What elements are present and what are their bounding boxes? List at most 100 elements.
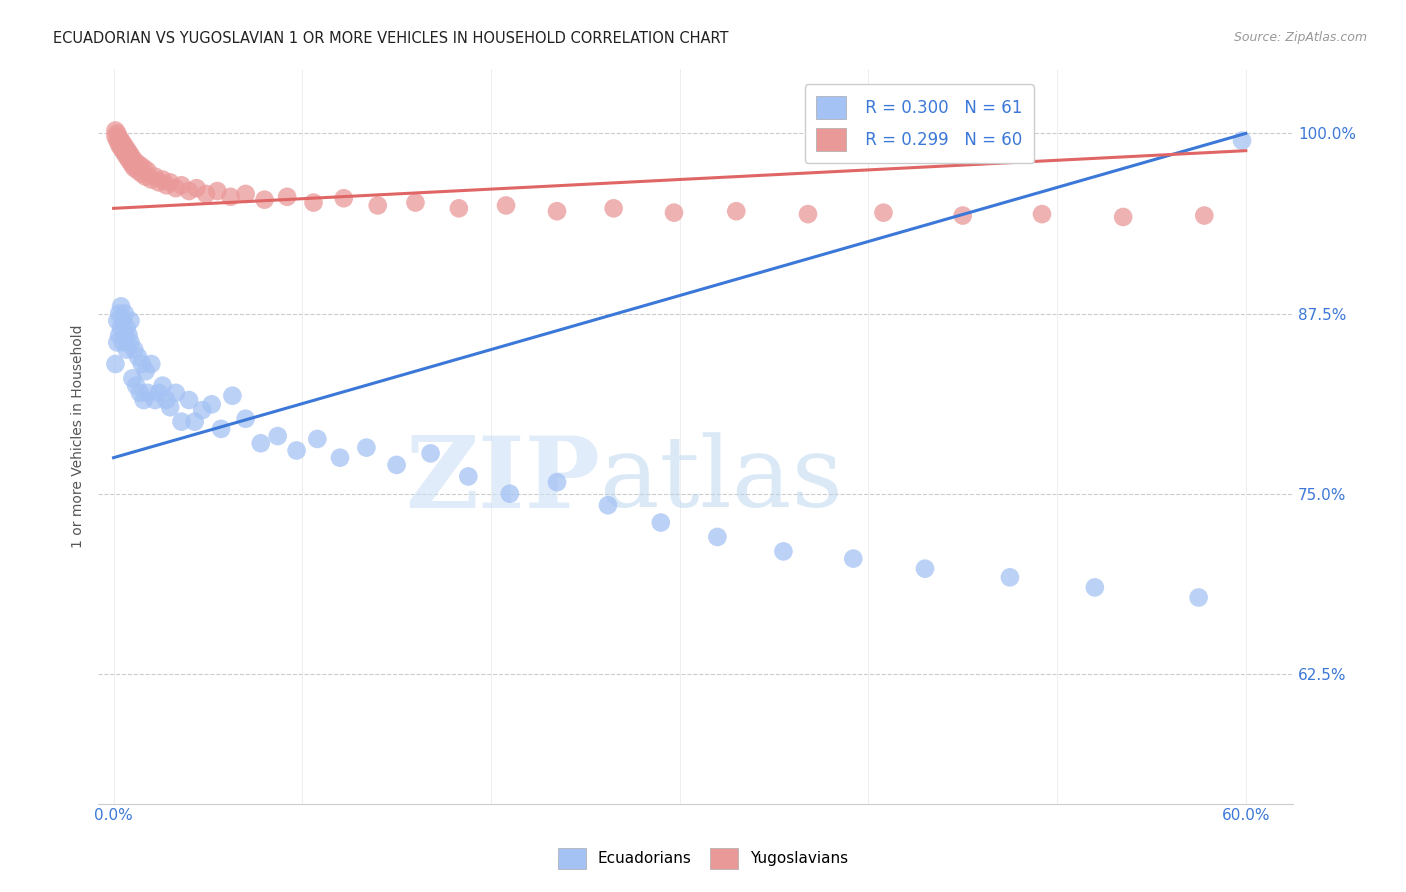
Point	[111, 335, 134, 350]
Point	[115, 343, 138, 357]
Point	[121, 371, 143, 385]
Point	[367, 198, 389, 212]
Point	[114, 307, 136, 321]
Point	[131, 167, 153, 181]
Point	[120, 148, 142, 162]
Point	[253, 193, 276, 207]
Point	[356, 441, 378, 455]
Text: atlas: atlas	[600, 433, 844, 528]
Point	[276, 190, 298, 204]
Point	[307, 432, 329, 446]
Point	[1112, 210, 1135, 224]
Point	[706, 530, 728, 544]
Point	[136, 164, 159, 178]
Point	[125, 155, 148, 169]
Point	[596, 498, 619, 512]
Point	[136, 385, 159, 400]
Point	[952, 209, 974, 223]
Point	[457, 469, 479, 483]
Point	[385, 458, 408, 472]
Point	[152, 172, 174, 186]
Point	[129, 385, 152, 400]
Point	[148, 175, 170, 189]
Point	[170, 415, 193, 429]
Point	[104, 129, 127, 144]
Point	[1084, 581, 1107, 595]
Point	[914, 562, 936, 576]
Point	[302, 195, 325, 210]
Point	[108, 137, 131, 152]
Point	[842, 551, 865, 566]
Point	[662, 205, 685, 219]
Point	[117, 153, 139, 167]
Point	[114, 146, 136, 161]
Point	[121, 158, 143, 172]
Point	[650, 516, 672, 530]
Point	[159, 401, 181, 415]
Point	[725, 204, 748, 219]
Point	[115, 142, 138, 156]
Point	[110, 141, 132, 155]
Point	[132, 392, 155, 407]
Point	[135, 169, 157, 184]
Point	[111, 314, 134, 328]
Point	[120, 155, 142, 169]
Point	[143, 169, 166, 184]
Point	[201, 397, 224, 411]
Point	[132, 161, 155, 175]
Point	[1194, 209, 1216, 223]
Point	[124, 343, 146, 357]
Point	[135, 364, 157, 378]
Point	[499, 487, 522, 501]
Point	[114, 328, 136, 343]
Point	[419, 446, 441, 460]
Point	[219, 190, 242, 204]
Point	[235, 186, 257, 201]
Point	[404, 195, 426, 210]
Point	[111, 144, 134, 158]
Point	[546, 475, 568, 490]
Point	[117, 328, 139, 343]
Point	[108, 130, 131, 145]
Point	[797, 207, 820, 221]
Point	[165, 385, 187, 400]
Point	[1031, 207, 1053, 221]
Point	[332, 191, 354, 205]
Point	[183, 415, 205, 429]
Point	[121, 151, 143, 165]
Text: ZIP: ZIP	[405, 432, 600, 529]
Point	[108, 307, 131, 321]
Point	[120, 314, 142, 328]
Y-axis label: 1 or more Vehicles in Household: 1 or more Vehicles in Household	[72, 325, 86, 548]
Point	[159, 175, 181, 189]
Point	[195, 186, 218, 201]
Point	[105, 134, 128, 148]
Point	[329, 450, 352, 465]
Legend:  R = 0.300   N = 61,  R = 0.299   N = 60: R = 0.300 N = 61, R = 0.299 N = 60	[804, 84, 1033, 163]
Point	[131, 357, 153, 371]
Text: ECUADORIAN VS YUGOSLAVIAN 1 OR MORE VEHICLES IN HOUSEHOLD CORRELATION CHART: ECUADORIAN VS YUGOSLAVIAN 1 OR MORE VEHI…	[53, 31, 728, 46]
Point	[155, 178, 177, 193]
Point	[129, 158, 152, 172]
Point	[111, 136, 134, 151]
Point	[221, 389, 243, 403]
Point	[602, 202, 624, 216]
Point	[267, 429, 290, 443]
Legend: Ecuadorians, Yugoslavians: Ecuadorians, Yugoslavians	[553, 841, 853, 875]
Point	[249, 436, 271, 450]
Point	[165, 181, 187, 195]
Point	[110, 321, 132, 335]
Point	[127, 350, 149, 364]
Point	[285, 443, 308, 458]
Point	[141, 357, 163, 371]
Point	[105, 314, 128, 328]
Point	[170, 178, 193, 193]
Point	[872, 205, 894, 219]
Point	[114, 139, 136, 153]
Point	[105, 127, 128, 141]
Point	[110, 134, 132, 148]
Point	[772, 544, 794, 558]
Point	[1230, 134, 1253, 148]
Point	[998, 570, 1021, 584]
Text: Source: ZipAtlas.com: Source: ZipAtlas.com	[1233, 31, 1367, 45]
